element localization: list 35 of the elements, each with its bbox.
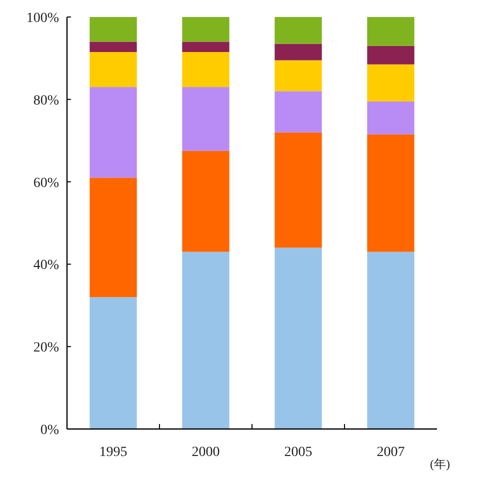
x-tick-label: 2007 bbox=[376, 445, 405, 460]
bar bbox=[367, 101, 414, 134]
bar bbox=[90, 17, 137, 42]
y-tick-label: 80% bbox=[33, 93, 60, 108]
bar bbox=[182, 252, 230, 429]
bar bbox=[90, 178, 137, 298]
bar bbox=[182, 17, 230, 42]
bar bbox=[182, 87, 230, 151]
bar bbox=[90, 87, 137, 178]
bar bbox=[90, 52, 137, 88]
bar bbox=[274, 132, 322, 248]
bar bbox=[367, 17, 414, 46]
bar bbox=[274, 91, 322, 132]
bar bbox=[182, 52, 230, 88]
y-tick-label: 40% bbox=[33, 258, 60, 274]
bar bbox=[367, 252, 414, 429]
bar bbox=[90, 297, 137, 429]
y-tick-label: 20% bbox=[33, 340, 60, 356]
bar bbox=[367, 64, 414, 102]
y-tick-label: 100% bbox=[26, 11, 60, 26]
bar bbox=[367, 134, 414, 252]
x-tick-label: 1995 bbox=[99, 445, 128, 460]
x-axis-title: (年) bbox=[430, 457, 450, 471]
x-tick-label: 2000 bbox=[192, 445, 220, 460]
bar bbox=[274, 44, 322, 60]
bar bbox=[182, 42, 230, 52]
bar bbox=[274, 248, 322, 429]
x-tick-label: 2005 bbox=[284, 445, 312, 460]
bar bbox=[274, 17, 322, 44]
y-tick-label: 60% bbox=[33, 176, 60, 191]
y-tick-label: 0% bbox=[40, 423, 60, 438]
bar bbox=[367, 46, 414, 64]
bar bbox=[182, 150, 230, 252]
bar bbox=[90, 42, 137, 52]
bar bbox=[274, 60, 322, 92]
